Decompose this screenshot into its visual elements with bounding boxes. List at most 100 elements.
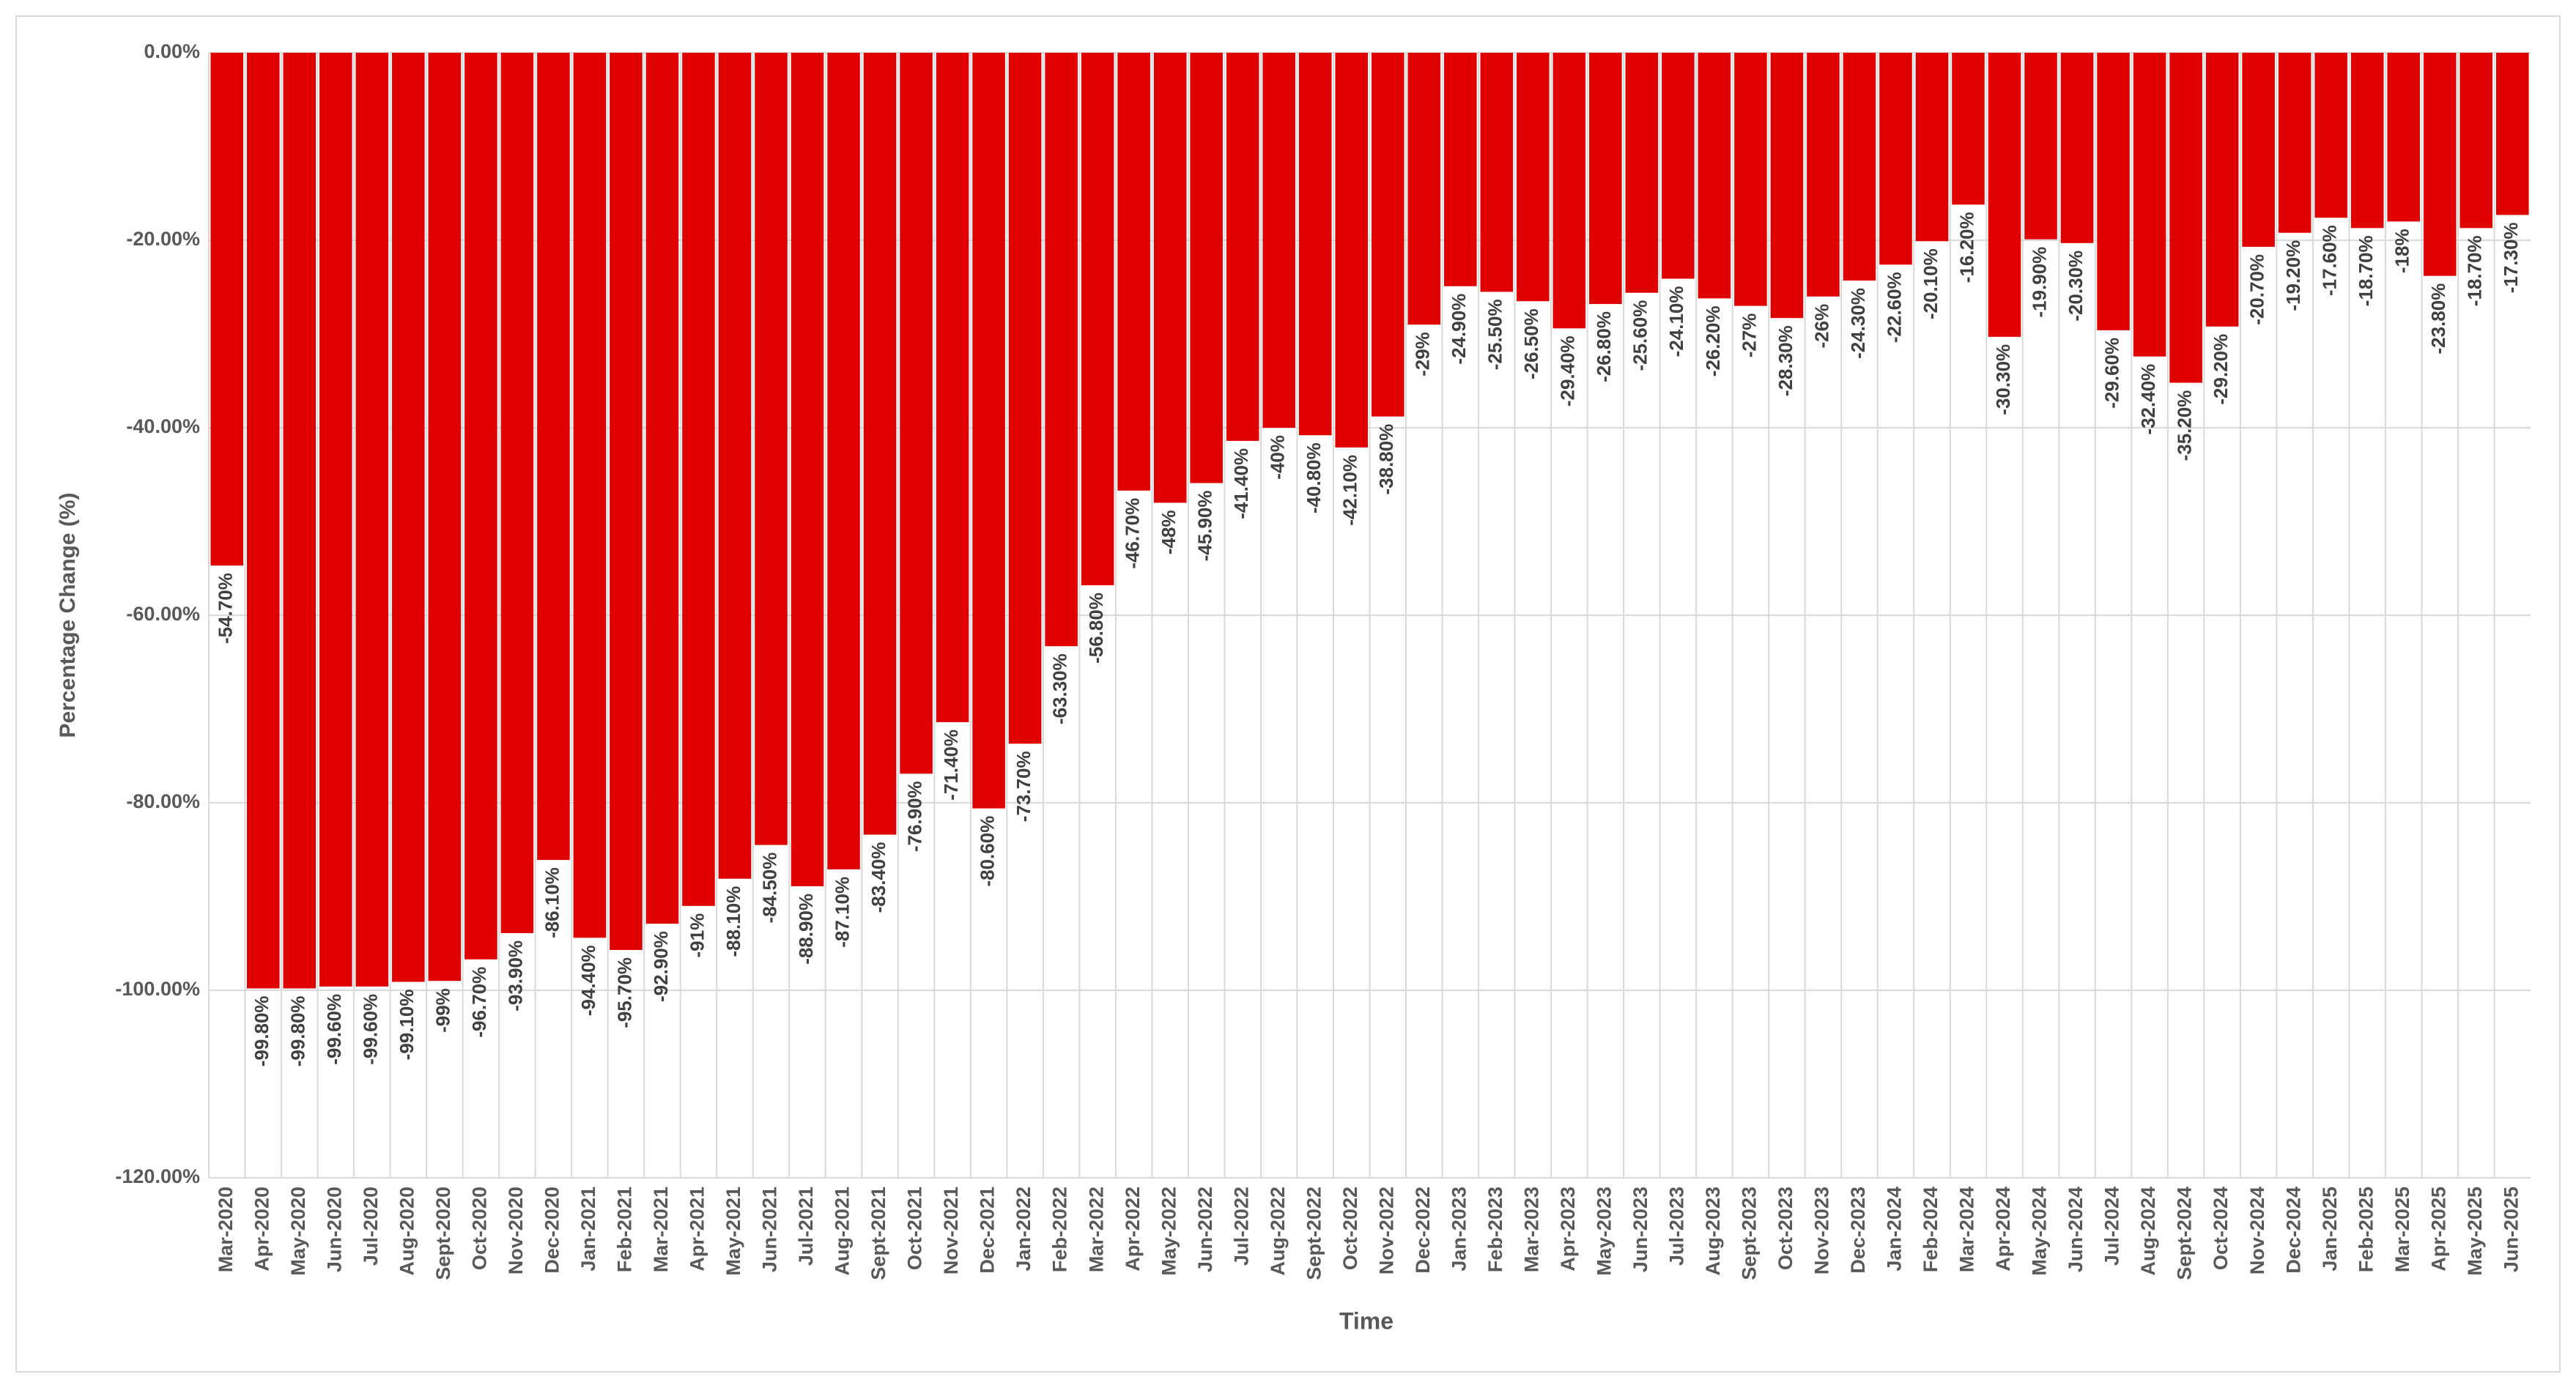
data-label: -26.20% — [1702, 305, 1724, 376]
bar — [1262, 53, 1295, 428]
y-axis-title: Percentage Change (%) — [56, 492, 80, 738]
y-tick-label: -100.00% — [115, 978, 200, 1000]
x-tick-label: Feb-2021 — [614, 1187, 636, 1272]
x-tick-label: Oct-2024 — [2210, 1187, 2232, 1270]
x-tick-label: Jul-2020 — [360, 1187, 382, 1266]
bar — [1045, 53, 1078, 647]
bar — [1190, 53, 1223, 483]
data-label: -63.30% — [1048, 653, 1070, 724]
x-tick-label: May-2024 — [2029, 1187, 2051, 1276]
bar — [1153, 53, 1187, 503]
x-tick-label: May-2023 — [1593, 1187, 1615, 1276]
bar — [2133, 53, 2166, 357]
bar — [1879, 53, 1912, 265]
data-label: -48% — [1158, 510, 1180, 554]
bar — [246, 53, 280, 989]
x-tick-label: Feb-2023 — [1484, 1187, 1506, 1272]
data-label: -23.80% — [2427, 283, 2449, 355]
bar — [1117, 53, 1150, 491]
data-label: -42.10% — [1339, 455, 1361, 526]
data-label: -88.10% — [722, 886, 744, 957]
data-label: -24.10% — [1665, 286, 1687, 357]
data-label: -46.70% — [1122, 498, 1144, 569]
x-tick-label: Mar-2023 — [1520, 1187, 1542, 1272]
bar — [863, 53, 897, 835]
data-label: -45.90% — [1194, 491, 1216, 562]
bar — [755, 53, 788, 845]
x-tick-label: Sept-2023 — [1739, 1187, 1761, 1280]
y-tick-label: -40.00% — [126, 415, 200, 437]
bar — [1734, 53, 1767, 306]
data-label: -99.80% — [287, 995, 309, 1066]
y-tick-label: -80.00% — [126, 790, 200, 812]
x-tick-label: Jan-2022 — [1013, 1187, 1035, 1272]
bar — [1807, 53, 1840, 297]
x-tick-label: Feb-2025 — [2355, 1187, 2377, 1272]
bar — [2314, 53, 2347, 218]
data-label: -18% — [2391, 229, 2413, 273]
x-tick-label: Jun-2024 — [2065, 1187, 2087, 1272]
bar — [573, 53, 607, 938]
x-tick-label: Aug-2023 — [1702, 1187, 1724, 1276]
data-label: -71.40% — [940, 730, 962, 801]
x-tick-label: May-2021 — [722, 1187, 744, 1276]
x-tick-label: Oct-2023 — [1774, 1187, 1796, 1270]
bar — [718, 53, 752, 879]
bar — [1698, 53, 1731, 299]
y-tick-label: -60.00% — [126, 603, 200, 625]
x-tick-label: Sept-2021 — [867, 1187, 889, 1280]
x-tick-label: Jan-2024 — [1884, 1187, 1906, 1272]
x-tick-label: Mar-2024 — [1956, 1187, 1978, 1272]
bar — [1552, 53, 1586, 329]
x-tick-label: May-2022 — [1158, 1187, 1180, 1276]
data-label: -83.40% — [867, 842, 889, 913]
bar — [2495, 53, 2529, 215]
bar — [936, 53, 969, 722]
data-label: -99% — [432, 988, 454, 1033]
bar — [537, 53, 570, 861]
data-label: -29.20% — [2210, 334, 2232, 405]
data-label: -99.10% — [396, 989, 418, 1060]
data-label: -18.70% — [2464, 235, 2486, 306]
x-tick-label: May-2020 — [287, 1187, 309, 1276]
x-tick-label: Mar-2020 — [215, 1187, 237, 1272]
data-label: -32.40% — [2137, 364, 2159, 435]
data-label: -94.40% — [577, 945, 599, 1016]
data-label: -96.70% — [468, 967, 490, 1038]
x-tick-label: Jul-2022 — [1230, 1187, 1252, 1266]
bar — [2242, 53, 2275, 247]
x-tick-label: Dec-2022 — [1412, 1187, 1434, 1274]
x-tick-label: Jan-2021 — [577, 1187, 599, 1272]
data-label: -99.60% — [360, 994, 382, 1065]
data-label: -26.50% — [1520, 308, 1542, 379]
x-tick-label: Dec-2021 — [977, 1187, 999, 1274]
x-tick-label: Nov-2022 — [1375, 1187, 1397, 1274]
bar — [2169, 53, 2202, 383]
x-axis-title: Time — [1339, 1307, 1394, 1334]
x-tick-label: Apr-2023 — [1557, 1187, 1579, 1272]
x-tick-label: Jul-2023 — [1666, 1187, 1688, 1266]
x-tick-label: Apr-2021 — [686, 1187, 708, 1272]
data-label: -29.60% — [2101, 338, 2122, 409]
bar — [827, 53, 860, 869]
x-tick-label: Jun-2025 — [2500, 1187, 2522, 1272]
bar — [1589, 53, 1622, 305]
bar — [2205, 53, 2239, 327]
bar — [900, 53, 933, 774]
data-label: -22.60% — [1883, 272, 1905, 343]
data-label: -38.80% — [1375, 424, 1397, 495]
bar — [1988, 53, 2021, 337]
bar — [1371, 53, 1404, 417]
x-tick-label: Jun-2020 — [323, 1187, 345, 1272]
bar — [2387, 53, 2420, 222]
x-tick-label: May-2025 — [2464, 1187, 2486, 1276]
bar — [1662, 53, 1695, 279]
data-label: -92.90% — [650, 931, 672, 1002]
data-label: -20.10% — [1920, 248, 1942, 319]
data-label: -24.30% — [1847, 288, 1869, 359]
x-tick-label: Oct-2022 — [1339, 1187, 1361, 1270]
x-tick-label: Jul-2021 — [795, 1187, 817, 1266]
bar — [2278, 53, 2312, 233]
x-tick-label: Aug-2024 — [2137, 1187, 2159, 1276]
x-tick-label: Sept-2024 — [2174, 1187, 2196, 1280]
